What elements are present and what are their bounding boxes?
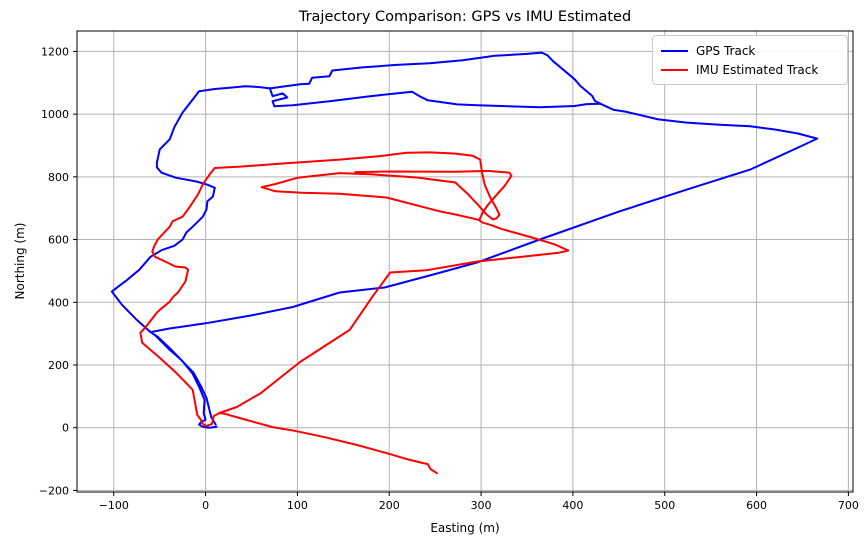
legend-line-sample bbox=[661, 49, 688, 52]
x-tick-label: 0 bbox=[202, 499, 209, 512]
chart-title: Trajectory Comparison: GPS vs IMU Estima… bbox=[298, 9, 632, 25]
legend-item: GPS Track bbox=[661, 41, 839, 60]
x-tick-label: 600 bbox=[746, 499, 767, 512]
x-tick-label: −100 bbox=[99, 499, 129, 512]
y-tick-label: 200 bbox=[48, 359, 69, 372]
series-path-gps-track bbox=[110, 51, 819, 429]
x-tick-label: 500 bbox=[654, 499, 675, 512]
y-tick-label: 1200 bbox=[41, 45, 69, 58]
y-tick-label: 0 bbox=[62, 422, 69, 435]
x-axis-label: Easting (m) bbox=[430, 521, 500, 535]
legend-item: IMU Estimated Track bbox=[661, 60, 839, 79]
legend-box: GPS Track IMU Estimated Track bbox=[652, 35, 848, 85]
legend-label: GPS Track bbox=[696, 43, 756, 58]
series-path-imu-estimated-track bbox=[354, 169, 513, 222]
series-path-gps-track bbox=[268, 87, 602, 109]
x-tick-label: 100 bbox=[287, 499, 308, 512]
x-tick-label: 700 bbox=[838, 499, 859, 512]
legend-label: IMU Estimated Track bbox=[696, 62, 819, 77]
x-tick-label: 200 bbox=[379, 499, 400, 512]
y-tick-label: 600 bbox=[48, 234, 69, 247]
y-tick-label: 1000 bbox=[41, 108, 69, 121]
axes-spines bbox=[76, 30, 854, 493]
y-tick-label: 400 bbox=[48, 296, 69, 309]
y-tick-label: −200 bbox=[39, 484, 69, 497]
x-tick-label: 400 bbox=[562, 499, 583, 512]
series-path-imu-estimated-track bbox=[139, 151, 570, 475]
y-axis-label: Northing (m) bbox=[13, 222, 27, 300]
legend-line-sample bbox=[661, 68, 688, 71]
y-tick-label: 800 bbox=[48, 171, 69, 184]
x-tick-label: 300 bbox=[471, 499, 492, 512]
